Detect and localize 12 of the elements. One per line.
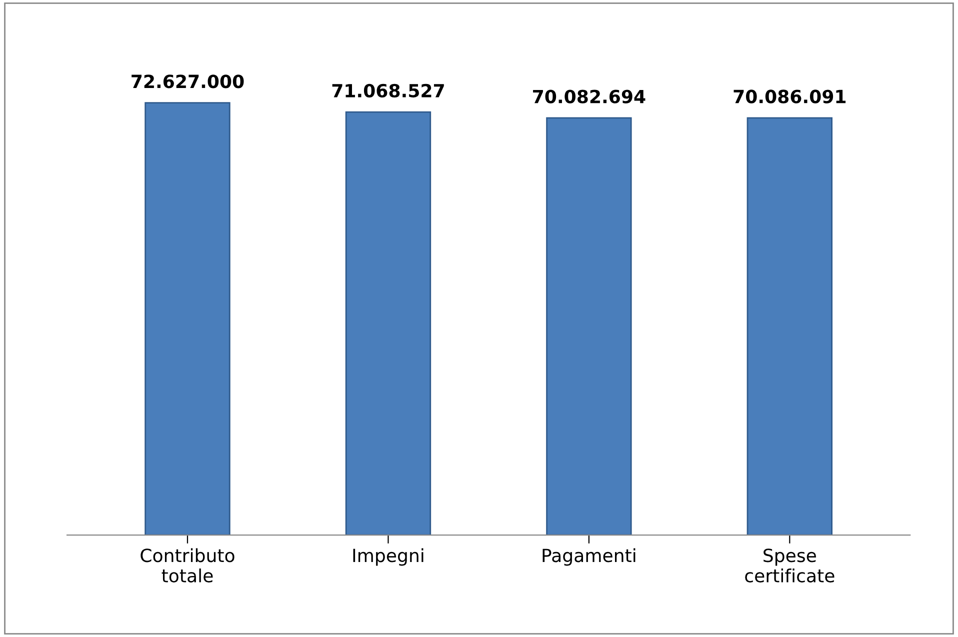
x-tick-label: Pagamenti	[542, 548, 636, 566]
x-tick-label: Contributo totale	[140, 548, 234, 582]
data-label: 72.627.000	[132, 74, 244, 88]
bar	[144, 102, 230, 536]
bar	[345, 111, 432, 536]
data-label: 70.082.694	[533, 90, 646, 104]
x-tick-label: Impegni	[353, 548, 424, 566]
data-label: 70.086.091	[734, 90, 846, 104]
bar	[546, 117, 632, 536]
data-label: 71.068.527	[332, 84, 444, 98]
x-tick-label: Spese certificate	[745, 548, 834, 582]
bar	[746, 117, 833, 536]
